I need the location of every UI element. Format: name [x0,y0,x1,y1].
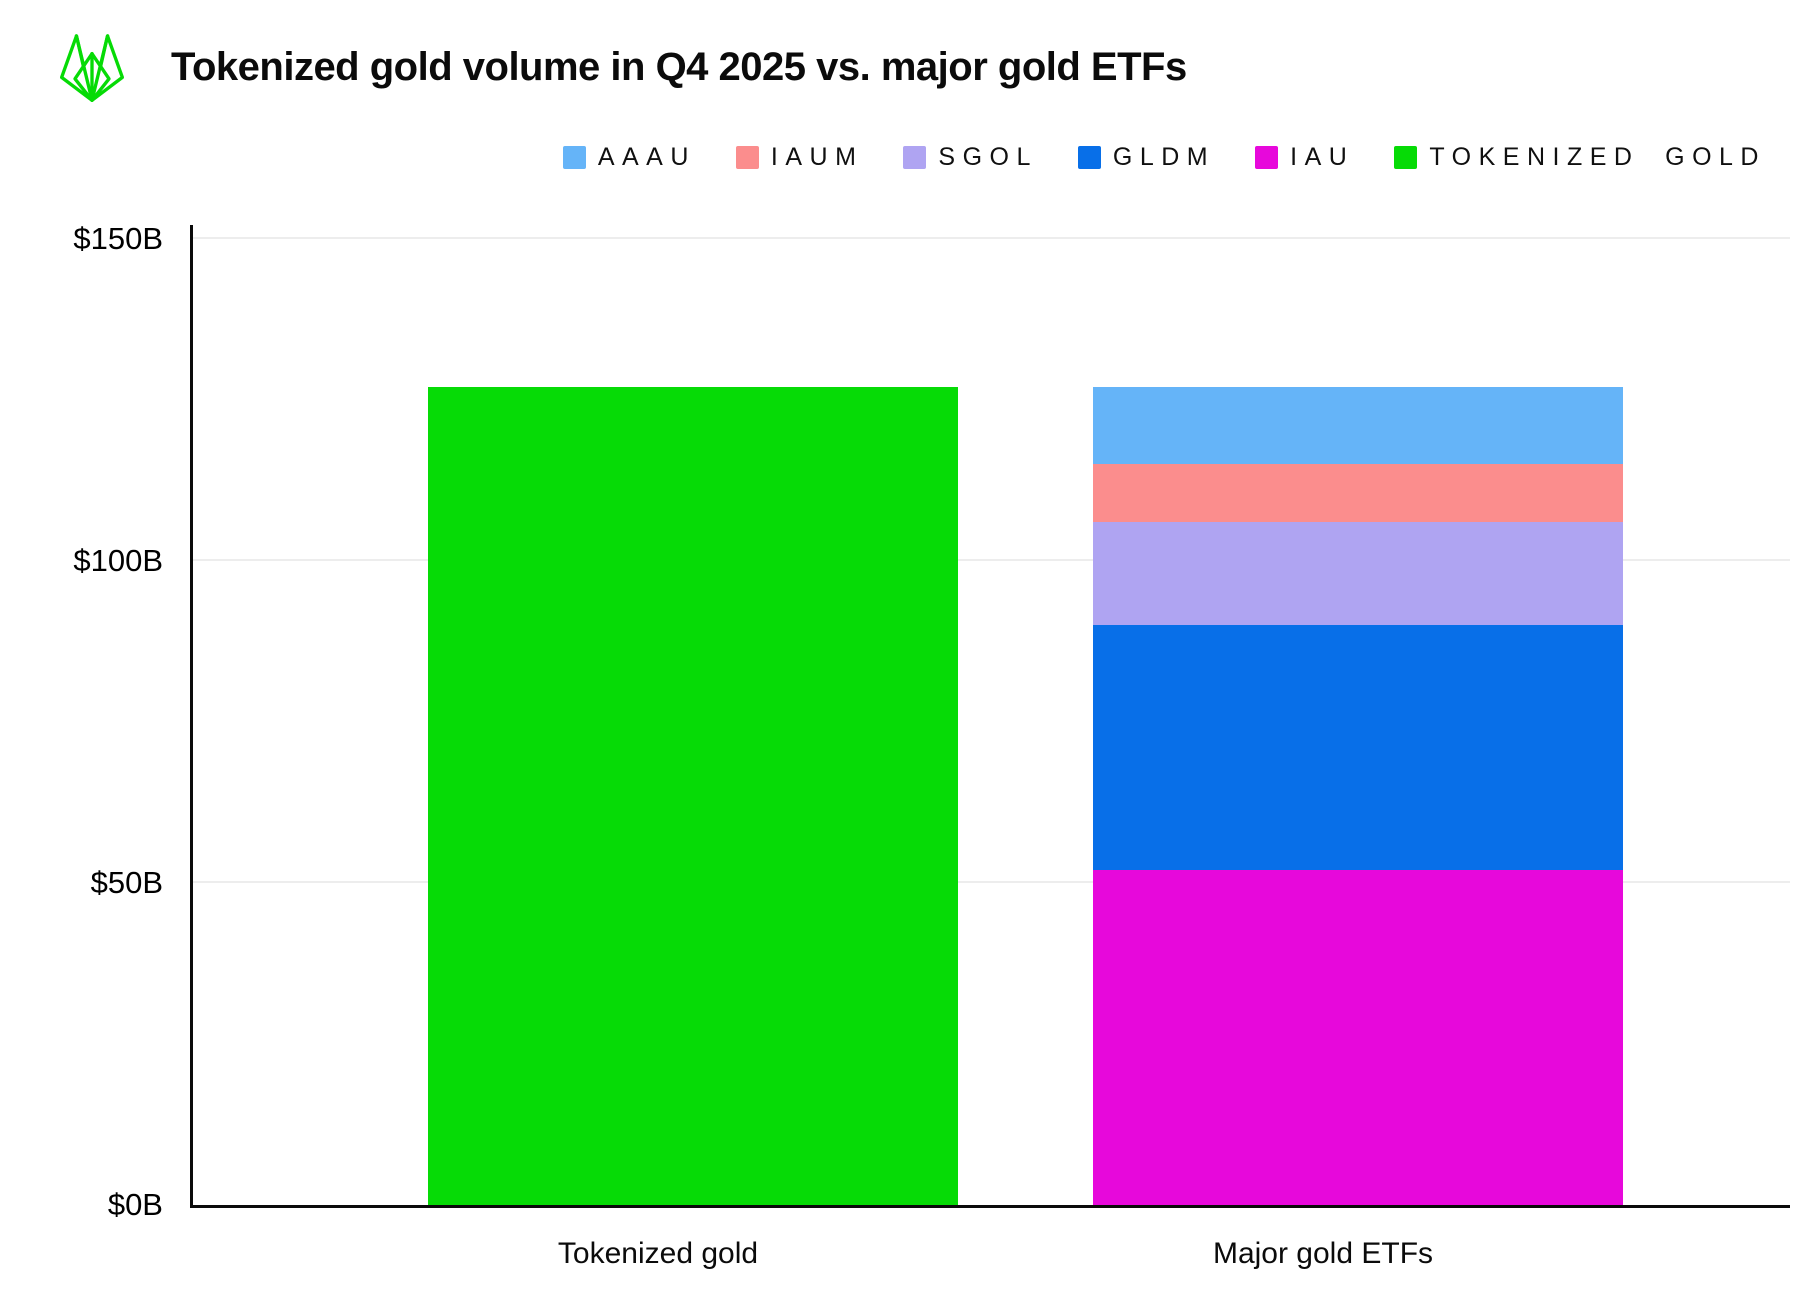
legend-swatch [735,146,759,169]
gridline [193,559,1790,561]
bar-segment-sgol [1093,522,1623,626]
legend-item: TOKENIZED GOLD [1394,143,1766,172]
legend-item: IAUM [735,143,864,172]
legend: AAAU IAUM SGOL GLDM IAU TOKENIZED GOLD [562,143,1766,172]
bar-tokenized-gold [428,387,958,1205]
bar-major-gold-etfs [1093,387,1623,1205]
header: Tokenized gold volume in Q4 2025 vs. maj… [55,28,1187,106]
bar-segment-gldm [1093,625,1623,871]
gridline [193,881,1790,883]
legend-swatch [1394,146,1418,169]
legend-label: IAU [1290,143,1355,171]
fox-wireframe-logo-icon [59,34,125,102]
legend-swatch [903,146,927,169]
legend-label: SGOL [938,143,1038,171]
bar-segment-tokenized-gold [428,387,958,1205]
bar-segment-aaau [1093,387,1623,465]
legend-label: AAAU [597,143,696,171]
y-tick-label: $0B [107,1187,163,1222]
gridline [193,237,1790,239]
legend-swatch [1255,146,1279,169]
x-axis-label: Tokenized gold [557,1237,759,1270]
page-title: Tokenized gold volume in Q4 2025 vs. maj… [171,44,1187,89]
legend-swatch [1077,146,1101,169]
legend-label: TOKENIZED GOLD [1429,143,1766,171]
legend-item: GLDM [1077,143,1216,172]
legend-item: IAU [1255,143,1354,172]
x-axis-label: Major gold ETFs [1212,1237,1434,1270]
bar-segment-iaum [1093,464,1623,523]
legend-label: GLDM [1112,143,1216,171]
legend-label: IAUM [770,143,864,171]
legend-item: AAAU [562,143,696,172]
bar-segment-iau [1093,870,1623,1205]
y-tick-label: $150B [73,221,163,256]
legend-item: SGOL [903,143,1037,172]
y-tick-label: $100B [73,543,163,578]
legend-swatch [562,146,586,169]
y-tick-label: $50B [90,865,163,900]
chart: $0B $50B $100B $150B Tokenized gold Major gol… [0,221,1800,1270]
plot-area: $0B $50B $100B $150B Tokenized gold Major gol… [73,221,1790,1270]
